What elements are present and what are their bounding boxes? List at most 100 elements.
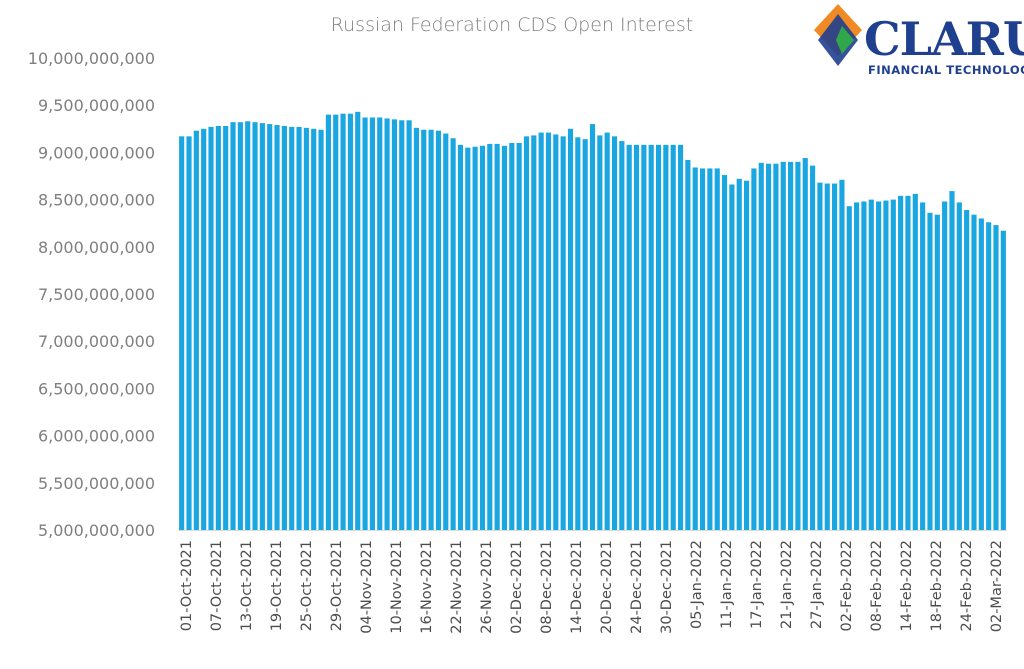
bar: [575, 137, 581, 531]
y-tick-label: 6,000,000,000: [38, 427, 155, 446]
bar: [648, 144, 654, 530]
bar: [487, 143, 493, 530]
bar: [677, 144, 684, 530]
bar: [296, 126, 302, 530]
bar: [641, 144, 647, 530]
x-axis: 01-Oct-2021 07-Oct-2021 13-Oct-2021 19-Oct-…: [179, 540, 1005, 634]
bar: [435, 130, 442, 530]
bar: [267, 124, 273, 530]
bar: [303, 127, 309, 531]
bar: [465, 147, 471, 530]
bar: [179, 136, 185, 530]
x-tick-label: 01-Oct-2021: [179, 540, 195, 631]
logo-tagline: FINANCIAL TECHNOLOGY: [868, 63, 1024, 77]
x-tick-label: 02-Mar-2022: [989, 540, 1005, 632]
bar: [699, 168, 706, 530]
bar: [369, 117, 375, 530]
x-tick-label: 25-Oct-2021: [299, 540, 315, 631]
bar: [450, 138, 456, 531]
bar: [237, 122, 243, 530]
y-tick-label: 7,000,000,000: [38, 332, 155, 351]
y-tick-label: 7,500,000,000: [38, 285, 155, 304]
x-tick-label: 02-Dec-2021: [509, 540, 525, 634]
bar: [553, 134, 559, 530]
bar: [611, 136, 618, 530]
y-tick-label: 9,000,000,000: [38, 143, 155, 162]
logo-name: CLARUS: [864, 12, 1024, 66]
bar: [839, 179, 845, 530]
bar: [890, 199, 896, 530]
x-tick-label: 08-Dec-2021: [539, 540, 555, 634]
bar: [516, 142, 522, 530]
bar: [333, 114, 339, 530]
bar: [457, 144, 464, 530]
y-tick-label: 8,000,000,000: [38, 238, 155, 257]
bar: [986, 222, 992, 530]
y-tick-label: 6,500,000,000: [38, 379, 155, 398]
bar: [685, 159, 691, 530]
x-tick-label: 16-Nov-2021: [419, 540, 435, 634]
bar: [289, 126, 295, 530]
bar: [736, 178, 742, 530]
bar: [810, 165, 816, 530]
bar: [531, 135, 537, 530]
bar: [876, 201, 882, 531]
x-tick-label: 18-Feb-2022: [929, 540, 945, 632]
bar: [479, 145, 486, 531]
bar: [223, 125, 229, 530]
bar: [215, 125, 221, 530]
bar: [384, 118, 390, 531]
bar: [597, 135, 603, 530]
x-tick-label: 11-Jan-2022: [719, 540, 735, 629]
y-tick-label: 9,500,000,000: [38, 96, 155, 115]
x-tick-label: 22-Nov-2021: [449, 540, 465, 634]
bar: [252, 122, 258, 530]
x-tick-label: 24-Dec-2021: [629, 540, 645, 634]
bar: [927, 212, 933, 530]
x-tick-label: 30-Dec-2021: [659, 540, 675, 634]
y-tick-label: 5,500,000,000: [38, 474, 155, 493]
bar: [443, 133, 449, 530]
bar: [340, 113, 346, 530]
bar: [523, 136, 530, 530]
bar: [589, 124, 596, 530]
bar: [230, 122, 236, 530]
x-tick-label: 27-Jan-2022: [809, 540, 825, 629]
x-tick-label: 14-Feb-2022: [899, 540, 915, 632]
x-tick-label: 21-Jan-2022: [779, 540, 795, 629]
bar: [281, 125, 287, 530]
x-tick-label: 24-Feb-2022: [959, 540, 975, 632]
bar: [898, 195, 904, 530]
bar: [743, 180, 750, 530]
bar: [824, 183, 830, 531]
bar: [758, 162, 764, 530]
bar: [413, 127, 419, 531]
y-tick-label: 5,000,000,000: [38, 521, 155, 540]
bar: [633, 144, 640, 530]
bar: [201, 128, 207, 531]
bar: [655, 144, 662, 530]
y-tick-label: 10,000,000,000: [28, 49, 155, 68]
x-tick-label: 17-Jan-2022: [749, 540, 765, 629]
bar: [391, 119, 397, 531]
bar: [714, 168, 720, 530]
bar: [501, 145, 508, 531]
bar: [509, 142, 515, 530]
x-tick-label: 20-Dec-2021: [599, 540, 615, 634]
bar: [956, 202, 962, 530]
y-tick-label: 8,500,000,000: [38, 191, 155, 210]
bar: [788, 161, 794, 530]
bar: [355, 111, 361, 530]
bar: [538, 132, 544, 530]
bar: [707, 168, 713, 530]
bar: [854, 202, 860, 530]
bar: [912, 193, 918, 530]
bar: [729, 184, 735, 530]
bar: [993, 225, 999, 530]
bar: [311, 128, 317, 531]
bar: [399, 120, 405, 531]
bar: [362, 117, 368, 530]
bar-series: [179, 111, 1006, 531]
y-axis: 5,000,000,000 5,500,000,000 6,000,000,000 6…: [28, 49, 155, 540]
